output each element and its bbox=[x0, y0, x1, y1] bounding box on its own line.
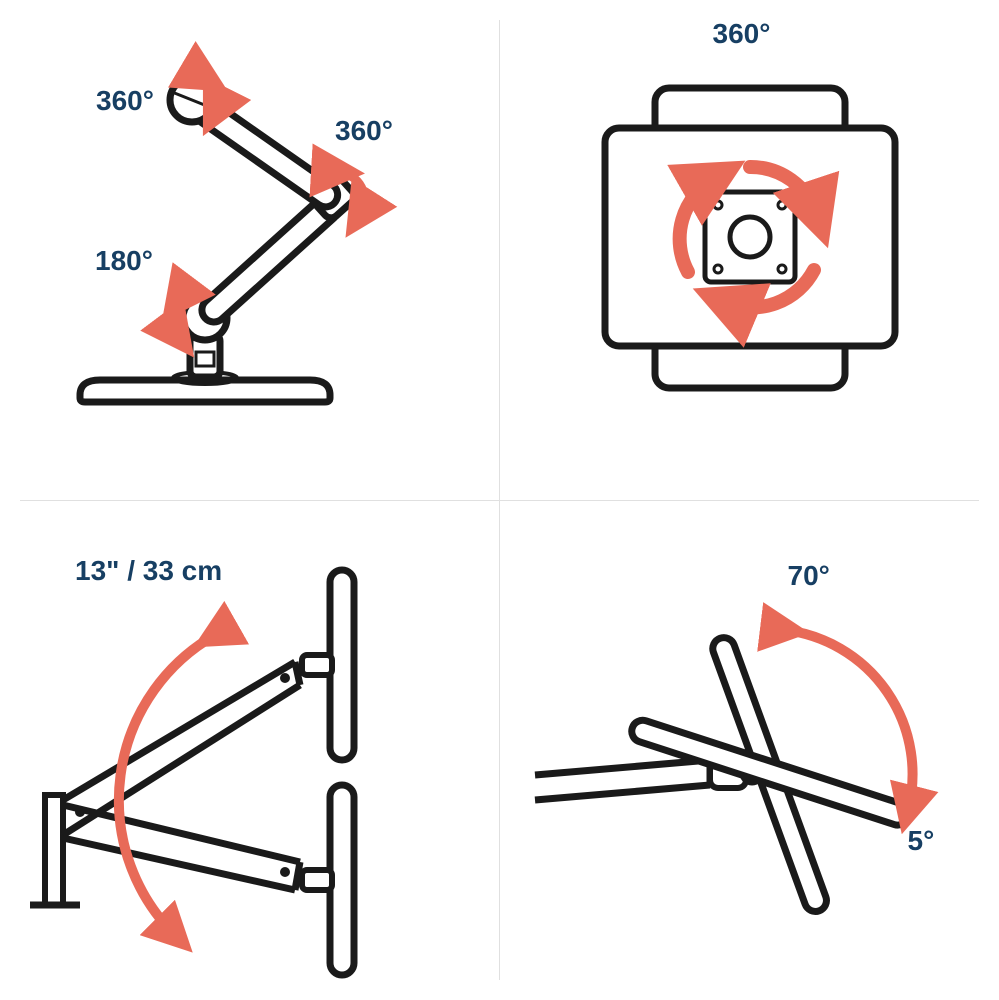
label-end-joint: 360° bbox=[96, 85, 154, 117]
label-monitor-rotation: 360° bbox=[713, 18, 771, 50]
panel-monitor-rotation: 360° bbox=[500, 0, 999, 500]
arm-rotation-svg bbox=[0, 0, 500, 500]
tilt-svg bbox=[500, 500, 999, 1000]
divider-horizontal bbox=[20, 500, 979, 501]
diagram-grid: 360° 360° 180° bbox=[0, 0, 999, 1000]
monitor-rotation-svg bbox=[500, 0, 999, 500]
panel-arm-rotation: 360° 360° 180° bbox=[0, 0, 500, 500]
label-tilt-up: 70° bbox=[788, 560, 830, 592]
panel-tilt: 70° 5° bbox=[500, 500, 999, 1000]
label-tilt-down: 5° bbox=[908, 825, 935, 857]
panel-height-range: 13" / 33 cm bbox=[0, 500, 500, 1000]
label-upper-joint: 360° bbox=[335, 115, 393, 147]
label-height-range: 13" / 33 cm bbox=[75, 555, 222, 587]
label-base-swivel: 180° bbox=[95, 245, 153, 277]
